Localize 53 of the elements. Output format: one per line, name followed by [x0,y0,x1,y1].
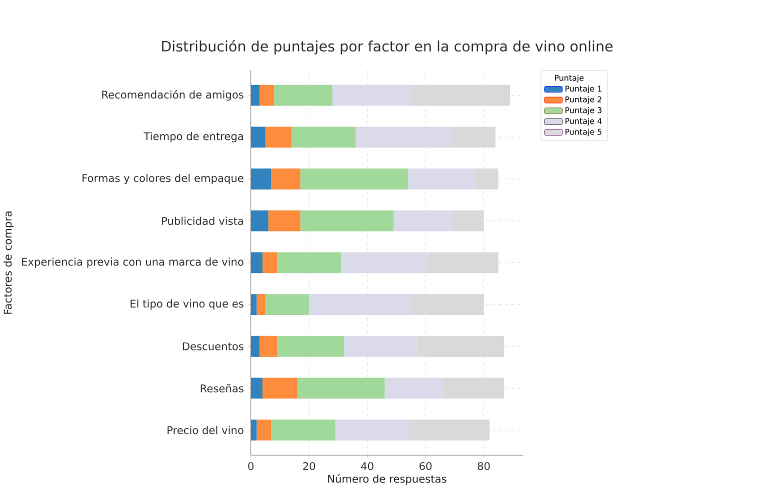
bar [344,336,417,357]
x-tick-label: 20 [303,462,316,470]
x-tick-label: 60 [420,462,432,470]
bar [277,252,342,273]
x-tick-label: 40 [361,462,374,470]
y-tick-label: Formas y colores del empaque [82,174,244,184]
bar [260,84,274,106]
bar [394,210,452,232]
bar [332,84,411,106]
bar [262,252,278,273]
bar [250,252,262,273]
bar [271,419,336,440]
bar [256,419,272,440]
bar [250,378,262,399]
x-tick-label: 0 [248,462,254,470]
bar [384,378,444,399]
bar [277,336,344,357]
bar [262,378,298,399]
bar [268,210,300,232]
y-axis-title: Factores de compra [4,211,14,314]
bar [335,419,408,440]
bar [309,294,411,315]
bar [356,126,452,148]
y-tick-label: Descuentos [182,342,244,350]
bar [300,210,394,232]
bar [292,126,356,148]
bar [250,419,257,440]
bar [250,84,260,106]
chart-title: Distribución de puntajes por factor en la compra de vino online [162,40,613,54]
bar [265,294,310,315]
bar [250,168,272,190]
bar [297,378,385,399]
y-tick-label: Experiencia previa con una marca de vino [22,257,244,268]
bar [271,168,300,190]
y-tick-label: Tiempo de entrega [144,132,243,142]
x-axis-title: Número de respuestas [328,474,446,485]
bar [260,336,278,357]
bar [408,168,476,190]
y-tick-label: Precio del vino [168,426,244,434]
x-tick-label: 80 [478,462,490,470]
bar [300,168,408,190]
y-tick-label: Publicidad vista [162,216,243,225]
bar [265,126,292,148]
bar [250,126,266,148]
bar [250,294,257,315]
bar [256,294,266,315]
bar [341,252,428,273]
y-tick-label: Reseñas [200,384,244,392]
bar [250,210,268,232]
y-tick-label: El tipo de vino que es [130,299,244,310]
bar [250,336,260,357]
bar [274,84,332,106]
y-tick-label: Recomendación de amigos [102,90,244,100]
